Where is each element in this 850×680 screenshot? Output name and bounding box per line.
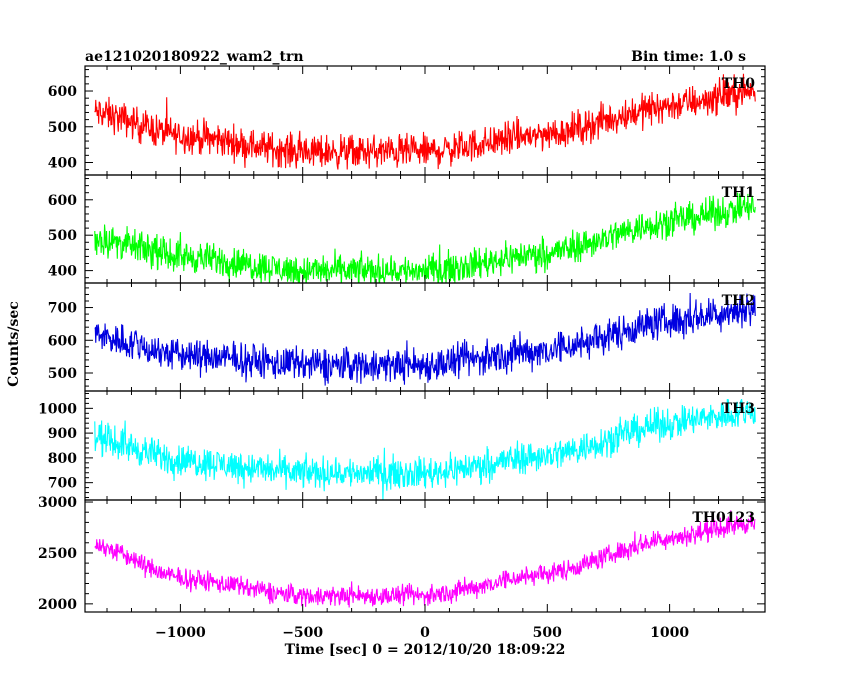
- x-tick-label: −1000: [155, 625, 206, 641]
- series-th0-line: [94, 73, 756, 170]
- panel-th1-label: TH1: [722, 185, 755, 201]
- panel-th0123-label: TH0123: [692, 510, 755, 526]
- y-tick-label: 3000: [38, 495, 77, 511]
- y-tick-label: 2500: [38, 546, 77, 562]
- y-tick-label: 700: [48, 301, 77, 317]
- y-tick-label: 900: [48, 426, 77, 442]
- x-tick-label: −500: [282, 625, 323, 641]
- y-tick-label: 600: [48, 84, 77, 100]
- x-tick-label: 500: [533, 625, 562, 641]
- series-th3-line: [94, 398, 756, 500]
- panel-th0-label: TH0: [722, 76, 756, 92]
- y-tick-label: 600: [48, 193, 77, 209]
- x-tick-label: 1000: [650, 625, 689, 641]
- panels-group: TH0 400 500 600 TH1 400 500 600 TH2 500 600 700 TH3 7…: [38, 65, 766, 641]
- y-tick-label: 800: [48, 451, 77, 467]
- y-tick-label: 2000: [38, 597, 77, 613]
- panel-th3-label: TH3: [722, 401, 755, 417]
- y-tick-label: 500: [48, 228, 77, 244]
- panel-th2-label: TH2: [722, 293, 755, 309]
- y-tick-label: 400: [48, 155, 77, 171]
- series-th0123-line: [94, 510, 756, 608]
- series-th2-line: [94, 292, 756, 386]
- y-axis-label: Counts/sec: [6, 301, 22, 387]
- panel-th0-frame: [84, 65, 766, 176]
- y-tick-label: 600: [48, 333, 77, 349]
- y-tick-label: 500: [48, 366, 77, 382]
- y-tick-label: 500: [48, 120, 77, 136]
- bin-time-label: Bin time: 1.0 s: [631, 49, 746, 65]
- chart-title: ae121020180922_wam2_trn: [85, 49, 304, 65]
- y-tick-label: 1000: [38, 401, 77, 417]
- y-tick-label: 400: [48, 264, 77, 280]
- x-tick-label: 0: [420, 625, 430, 641]
- x-axis-label: Time [sec] 0 = 2012/10/20 18:09:22: [285, 642, 566, 658]
- y-tick-label: 700: [48, 476, 77, 492]
